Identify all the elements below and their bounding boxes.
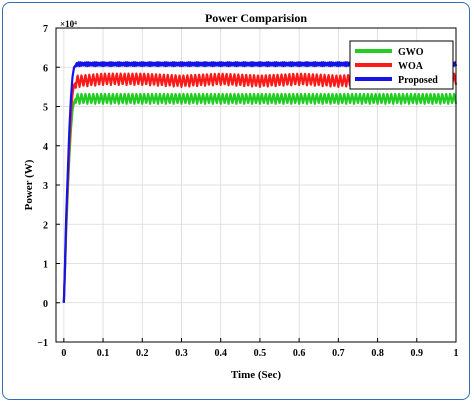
y-tick-label: 6 (43, 63, 48, 74)
y-tick-label: 7 (43, 24, 48, 35)
y-tick-label: 4 (43, 142, 48, 153)
chart-title: Power Comparision (205, 11, 307, 25)
y-axis-multiplier: ×10⁴ (60, 19, 77, 29)
y-tick-label: 1 (43, 260, 48, 271)
y-tick-label: 2 (43, 220, 48, 231)
x-tick-label: 0.5 (254, 348, 267, 359)
x-tick-label: 1 (454, 348, 459, 359)
y-tick-label: −1 (37, 338, 48, 349)
x-tick-label: 0.7 (332, 348, 345, 359)
x-tick-label: 0.1 (97, 348, 110, 359)
x-tick-label: 0.9 (411, 348, 424, 359)
y-tick-label: 0 (43, 299, 48, 310)
x-axis-label: Time (Sec) (231, 369, 282, 381)
series-line-gwo (62, 92, 458, 303)
y-tick-label: 3 (43, 181, 48, 192)
legend-label-woa: WOA (398, 61, 424, 72)
x-tick-label: 0.3 (175, 348, 188, 359)
ticks: 0 0.1 0.2 0.3 0.4 0.5 0.6 0.7 0.8 0.9 1 −1 0 1 2 3 4 5 6 7 (37, 24, 458, 359)
x-tick-label: 0.4 (214, 348, 227, 359)
x-tick-label: 0.6 (293, 348, 306, 359)
legend-label-proposed: Proposed (398, 75, 438, 86)
x-tick-label: 0 (61, 348, 66, 359)
y-tick-label: 5 (43, 103, 48, 114)
x-tick-label: 0.8 (371, 348, 384, 359)
legend: GWO WOA Proposed (349, 40, 454, 90)
x-tick-label: 0.2 (136, 348, 149, 359)
y-axis-label: Power (W) (23, 159, 35, 210)
legend-label-gwo: GWO (398, 47, 424, 58)
